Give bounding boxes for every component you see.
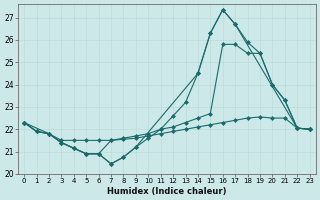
X-axis label: Humidex (Indice chaleur): Humidex (Indice chaleur) — [107, 187, 227, 196]
